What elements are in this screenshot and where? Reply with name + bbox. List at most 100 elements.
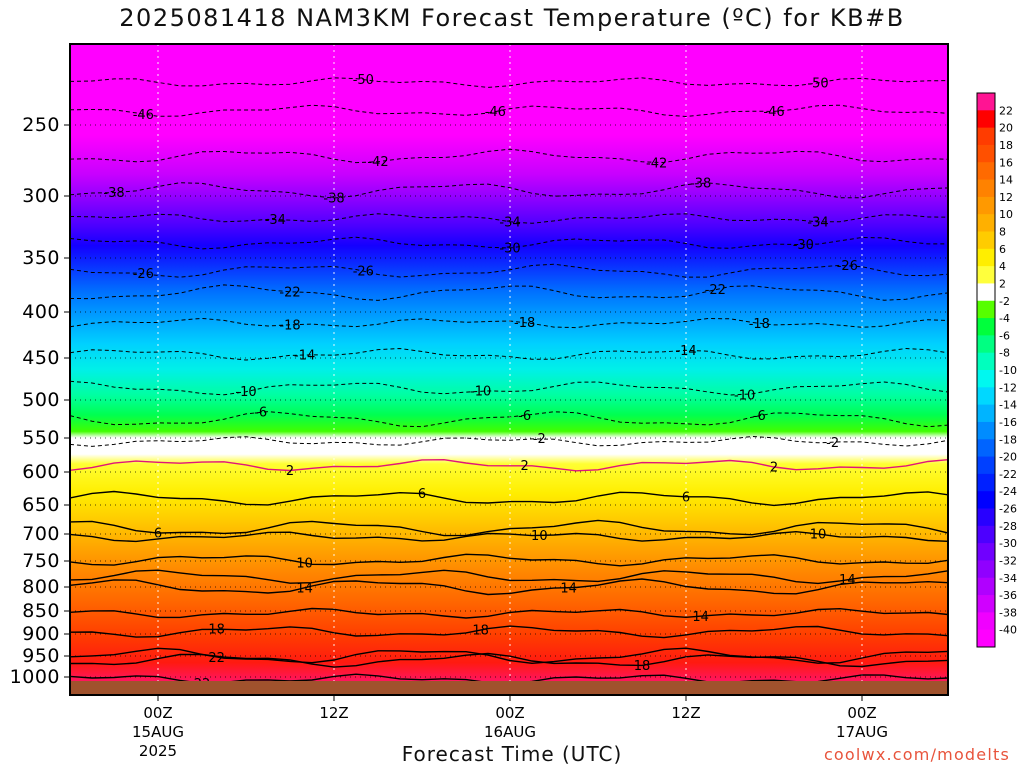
colorbar-label: 18 [999,139,1013,152]
colorbar-swatch [977,577,995,596]
isotherm-line [70,530,948,543]
isotherm-line [70,625,948,639]
isotherm-line [70,553,948,567]
y-tick-label: 950 [22,645,60,667]
colorbar-label: -4 [999,312,1010,325]
isotherm-label: -34 [807,215,828,230]
colorbar-label: -32 [999,554,1017,567]
x-tick-label: 00Z [495,704,524,722]
colorbar-label: 22 [999,104,1013,117]
isotherm-label: -30 [793,238,814,253]
isotherm-label: -6 [753,409,766,424]
x-tick-label: 00Z [847,704,876,722]
colorbar-swatch [977,560,995,579]
isotherm-label: 2 [770,460,778,475]
isotherm-label: -6 [254,405,267,420]
isotherm-label: -18 [749,317,770,332]
isotherm-line [70,458,948,472]
isotherm-label: -6 [518,409,531,424]
colorbar-label: -24 [999,485,1017,498]
isotherm-label: 14 [692,610,709,625]
temperature-gradient [70,44,948,695]
colorbar-swatch [977,473,995,492]
colorbar-swatch [977,491,995,509]
isotherm-label: 6 [418,487,426,502]
colorbar-swatch [977,248,995,267]
colorbar-label: 16 [999,156,1013,169]
colorbar-label: -22 [999,468,1017,481]
isotherm-label: -30 [499,242,520,257]
isotherm-label: -50 [353,73,374,88]
plot-frame [69,43,949,696]
credit-link[interactable]: coolwx.com/modelts [823,745,1010,764]
colorbar-label: 4 [999,260,1006,273]
colorbar-label: 10 [999,208,1013,221]
isotherm-label: -22 [705,283,726,298]
colorbar-label: -20 [999,451,1017,464]
isotherm-line [70,104,948,118]
isotherm-line [70,317,948,329]
colorbar-swatch [977,421,995,440]
isotherm-line [70,519,948,537]
isotherm-label: 14 [296,581,313,596]
x-tick-label: 12Z [671,704,700,722]
colorbar-swatch [977,370,995,388]
colorbar-label: -8 [999,347,1010,360]
colorbar-swatch [977,196,995,215]
colorbar-swatch [977,318,995,336]
colorbar-swatch [977,629,995,648]
isotherm-label: 14 [560,581,577,596]
colorbar-label: -10 [999,364,1017,377]
y-axis: 2503003504004505005506006507007508008509… [10,114,70,688]
colorbar-label: -36 [999,589,1017,602]
isotherm-label: -10 [470,385,491,400]
y-tick-label: 300 [22,185,60,207]
colorbar-swatch [977,231,995,250]
colorbar-swatch [977,127,995,146]
isotherm-layer: -50 -50 -46 -46 -46 -42 -42 -38 -38 -38 -34 -34 -34 -… [70,73,948,692]
y-tick-label: 350 [22,247,60,269]
y-tick-label: 700 [22,523,60,545]
isotherm-line [70,647,948,665]
isotherm-label: -38 [690,176,711,191]
isotherm-line [70,182,948,199]
isotherm-label: 6 [154,527,162,542]
colorbar-label: -34 [999,572,1017,585]
x-axis-label: Forecast Time (UTC) [401,742,623,766]
isotherm-label: 14 [839,573,856,588]
colorbar-label: -2 [999,295,1010,308]
y-tick-label: 900 [22,623,60,645]
temperature-field [70,44,948,695]
colorbar-swatch [977,525,995,544]
isotherm-line [70,569,948,585]
x-tick-label: 16AUG [484,723,536,741]
colorbar-label: -18 [999,433,1017,446]
y-tick-label: 400 [22,301,60,323]
isotherm-line [70,411,948,428]
colorbar-label: -28 [999,520,1017,533]
y-tick-label: 650 [22,494,60,516]
isotherm-label: 18 [208,623,225,638]
colorbar-swatch [977,508,995,527]
isotherm-label: -14 [294,348,315,363]
isotherm-line [70,490,948,507]
colorbar-swatch [977,283,995,302]
y-tick-label: 800 [22,576,60,598]
x-tick-label: 12Z [319,704,348,722]
colorbar-label: -16 [999,416,1017,429]
isotherm-label: 10 [296,557,313,572]
colorbar-swatch [977,266,995,284]
isotherm-line [70,380,948,396]
y-tick-label: 750 [22,550,60,572]
isotherm-line [70,284,948,301]
colorbar-swatch [977,612,995,631]
isotherm-label: -10 [235,385,256,400]
colorbar-label: -30 [999,537,1017,550]
isotherm-line [70,148,948,164]
y-tick-label: 250 [22,114,60,136]
colorbar-swatch [977,179,995,198]
grid [70,44,948,695]
isotherm-label: -26 [353,265,374,280]
